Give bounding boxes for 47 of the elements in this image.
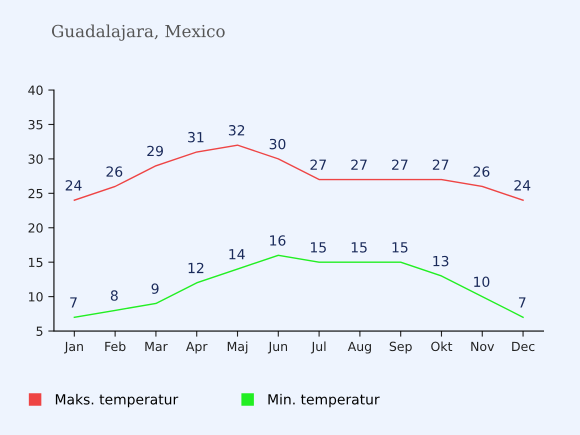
data-label: 26 xyxy=(106,166,122,177)
legend-label: Min. temperatur xyxy=(268,394,380,408)
y-tick-label: 15 xyxy=(28,258,42,268)
data-label: 24 xyxy=(66,180,82,190)
x-tick-label: Mar xyxy=(145,342,168,352)
data-label: 32 xyxy=(228,125,244,136)
y-tick-label: 30 xyxy=(28,154,43,164)
x-tick-label: Maj xyxy=(228,341,248,354)
x-tick-label: Sep xyxy=(390,342,412,354)
data-label: 14 xyxy=(229,249,245,260)
data-label: 8 xyxy=(110,290,118,301)
x-tick-label: Jul xyxy=(310,341,326,354)
data-label: 15 xyxy=(310,242,326,253)
x-tick-label: Feb xyxy=(105,341,126,352)
x-tick-label: Dec xyxy=(512,342,534,352)
x-tick-label: Okt xyxy=(431,341,452,352)
legend-label: Maks. temperatur xyxy=(56,394,178,408)
data-label: 15 xyxy=(392,242,408,253)
data-label: 12 xyxy=(188,262,204,274)
data-label: 16 xyxy=(270,235,286,246)
data-label: 31 xyxy=(188,132,204,142)
data-label: 13 xyxy=(433,256,448,266)
data-label: 29 xyxy=(147,146,163,156)
data-label: 24 xyxy=(514,180,530,190)
y-tick-label: 10 xyxy=(28,292,43,302)
y-tick-label: 20 xyxy=(28,223,43,233)
x-tick-label: Jun xyxy=(268,342,288,354)
y-tick-label: 25 xyxy=(28,188,42,198)
y-tick-label: 40 xyxy=(28,86,43,95)
data-label: 27 xyxy=(310,159,326,170)
x-tick-label: Aug xyxy=(348,342,371,354)
data-label: 30 xyxy=(270,138,286,150)
data-label: 27 xyxy=(432,159,448,170)
data-label: 15 xyxy=(352,242,367,253)
x-tick-label: Nov xyxy=(471,342,494,352)
data-label: 7 xyxy=(70,297,77,308)
data-label: 7 xyxy=(518,297,526,308)
x-tick-label: Apr xyxy=(186,342,208,354)
chart-title: Guadalajara, Mexico xyxy=(52,24,225,41)
y-tick-label: 35 xyxy=(28,120,42,130)
data-label: 27 xyxy=(351,159,367,170)
data-label: 26 xyxy=(474,166,490,177)
data-label: 9 xyxy=(152,283,159,294)
y-tick-label: 5 xyxy=(36,326,42,336)
x-tick-label: Jan xyxy=(64,342,83,354)
data-label: 27 xyxy=(392,159,408,170)
data-label: 10 xyxy=(474,276,490,288)
